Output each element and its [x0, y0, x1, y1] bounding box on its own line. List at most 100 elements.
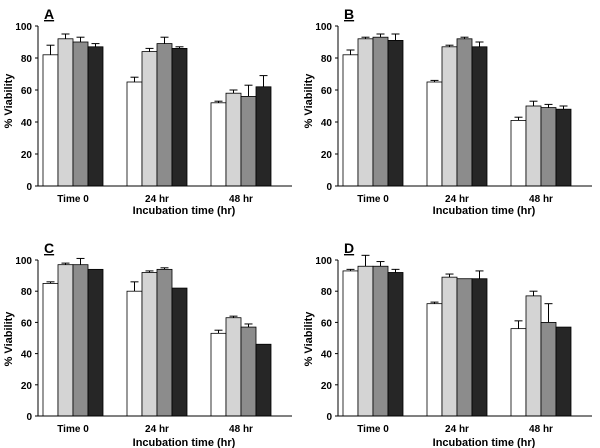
panel-b-ytick-label: 100	[315, 22, 332, 33]
panel-c-ylabel: % Viability	[3, 311, 15, 367]
panel-d-ylabel: % Viability	[303, 311, 315, 367]
panel-a-ytick-label: 100	[15, 22, 32, 33]
panel-c-bar-s3-24-hr	[156, 268, 173, 417]
panel-d-bar-s4-24-hr	[471, 278, 488, 417]
panel-d-title: D	[344, 240, 354, 256]
panel-c-ytick-label: 80	[21, 287, 33, 298]
panel-c-bar-s2-24-hr	[141, 272, 158, 417]
panel-c-ytick-label: 60	[21, 318, 33, 329]
panel-d-bar-s2-24-hr	[441, 276, 458, 417]
panel-b-category-label: Time 0	[357, 194, 389, 205]
panel-c-bar-s2-48-hr	[225, 317, 242, 417]
panel-d-bar-s1-48-hr	[510, 328, 527, 417]
panel-c-category-label: 48 hr	[229, 424, 253, 435]
panel-a-bar-s3-48-hr	[240, 96, 257, 187]
panel-a-bar-s2-24-hr	[141, 51, 158, 187]
panel-c: C % Viability Incubation time (hr) 0 20 40…	[3, 240, 292, 448]
panel-c-category-label: Time 0	[57, 424, 89, 435]
panel-a-bar-s2-48-hr	[225, 92, 242, 187]
panel-c-bar-s3-48-hr	[240, 326, 257, 417]
panel-b-ytick-label: 20	[321, 150, 333, 161]
panel-d-xlabel: Incubation time (hr)	[433, 437, 536, 448]
panel-b-ytick-label: 40	[321, 118, 333, 129]
panel-d-category-label: 48 hr	[529, 424, 553, 435]
panel-c-category-label: 24 hr	[145, 424, 169, 435]
panel-c-xlabel: Incubation time (hr)	[133, 437, 236, 448]
panel-c-bar-s1-time-0	[42, 283, 59, 417]
panel-b-ytick-label: 0	[326, 182, 332, 193]
panel-c-bar-s1-24-hr	[126, 290, 143, 417]
panel-a-bar-s3-time-0	[72, 41, 89, 187]
panel-d-bar-s4-time-0	[387, 272, 404, 417]
panel-d-category-label: 24 hr	[445, 424, 469, 435]
panel-a-title: A	[44, 6, 54, 22]
panel-b-bar-s1-24-hr	[426, 81, 443, 187]
panel-a-ytick-label: 60	[21, 86, 33, 97]
panel-d-bar-s3-time-0	[372, 265, 389, 417]
panel-b-bar-s4-time-0	[387, 40, 404, 187]
panel-a-ytick-label: 40	[21, 118, 33, 129]
panel-a-category-label: 24 hr	[145, 194, 169, 205]
panel-b-category-label: 24 hr	[445, 194, 469, 205]
panel-c-ytick-label: 0	[26, 412, 32, 423]
panel-d-ytick-label: 60	[321, 318, 333, 329]
panel-d-ytick-label: 20	[321, 381, 333, 392]
panel-c-bar-s1-48-hr	[210, 332, 227, 417]
panel-b-title: B	[344, 6, 354, 22]
panel-b-bar-s3-time-0	[372, 36, 389, 187]
panel-b-bar-s1-time-0	[342, 54, 359, 187]
panel-d-category-label: Time 0	[357, 424, 389, 435]
panel-d-bar-s2-time-0	[357, 265, 374, 417]
panel-d: D % Viability Incubation time (hr) 0 20 40…	[303, 240, 592, 448]
panel-b-ytick-label: 80	[321, 54, 333, 65]
panel-d-ytick-label: 80	[321, 287, 333, 298]
panel-d-bar-s1-time-0	[342, 270, 359, 417]
panel-d-ytick-label: 100	[315, 256, 332, 267]
panel-d-bar-s4-48-hr	[555, 326, 572, 417]
panel-c-title: C	[44, 240, 54, 256]
panel-a-category-label: 48 hr	[229, 194, 253, 205]
panel-a-bar-s4-time-0	[87, 46, 104, 187]
panel-b-bar-s4-48-hr	[555, 108, 572, 187]
panel-b-ytick-label: 60	[321, 86, 333, 97]
panel-b-category-label: 48 hr	[529, 194, 553, 205]
panel-c-bar-s4-time-0	[87, 268, 104, 417]
panel-a-bar-s4-24-hr	[171, 48, 188, 187]
panel-b-bar-s2-48-hr	[525, 105, 542, 187]
panel-d-ytick-label: 40	[321, 350, 333, 361]
panel-a: A % Viability Incubation time (hr) 0 20 40…	[3, 6, 292, 217]
panel-a-bar-s1-48-hr	[210, 102, 227, 187]
panel-a-bar-s2-time-0	[57, 38, 74, 187]
panel-d-bar-s2-48-hr	[525, 295, 542, 417]
panel-b: B % Viability Incubation time (hr) 0 20 40…	[303, 6, 592, 217]
panel-a-xlabel: Incubation time (hr)	[133, 205, 236, 217]
panel-c-ytick-label: 40	[21, 350, 33, 361]
panel-c-bar-s4-48-hr	[255, 343, 272, 417]
panel-d-bar-s3-48-hr	[540, 322, 557, 417]
panel-b-bar-s3-24-hr	[456, 38, 473, 187]
panel-c-bar-s2-time-0	[57, 264, 74, 417]
panel-a-bar-s1-24-hr	[126, 81, 143, 187]
panel-b-ylabel: % Viability	[303, 73, 315, 129]
panel-a-ylabel: % Viability	[3, 73, 15, 129]
panel-c-ytick-label: 20	[21, 381, 33, 392]
panel-b-bar-s2-24-hr	[441, 46, 458, 187]
panel-a-ytick-label: 0	[26, 182, 32, 193]
panel-c-ytick-label: 100	[15, 256, 32, 267]
panel-b-xlabel: Incubation time (hr)	[433, 205, 536, 217]
panel-a-ytick-label: 20	[21, 150, 33, 161]
panel-d-bar-s3-24-hr	[456, 278, 473, 417]
panel-c-bar-s4-24-hr	[171, 287, 188, 417]
panel-a-ytick-label: 80	[21, 54, 33, 65]
panel-d-bar-s1-24-hr	[426, 303, 443, 417]
panel-b-bar-s2-time-0	[357, 38, 374, 187]
panel-b-bar-s4-24-hr	[471, 46, 488, 187]
panel-b-bar-s1-48-hr	[510, 120, 527, 187]
panel-a-category-label: Time 0	[57, 194, 89, 205]
panel-a-bar-s3-24-hr	[156, 43, 173, 187]
panel-c-bar-s3-time-0	[72, 264, 89, 417]
panel-d-ytick-label: 0	[326, 412, 332, 423]
panel-a-bar-s4-48-hr	[255, 86, 272, 187]
panel-b-bar-s3-48-hr	[540, 107, 557, 187]
